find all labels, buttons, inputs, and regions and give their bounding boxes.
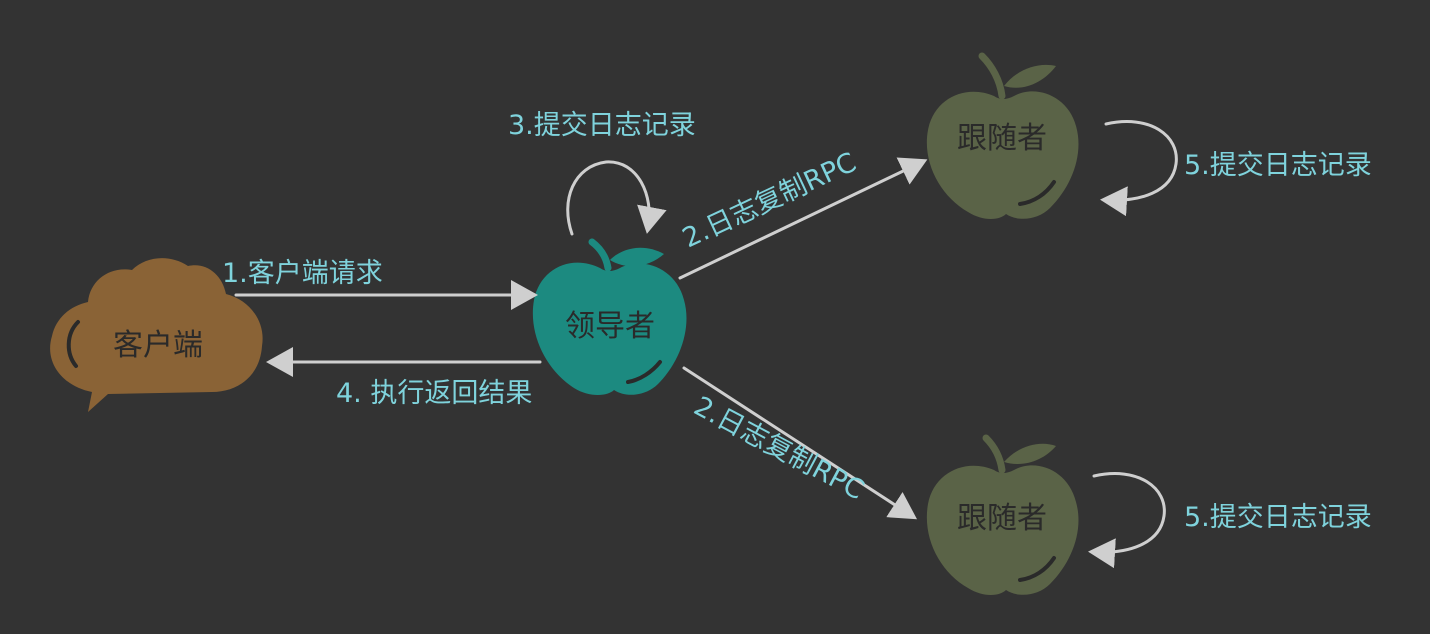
return-result-label: 4. 执行返回结果 xyxy=(336,378,532,409)
client-request-label: 1.客户端请求 xyxy=(222,258,383,289)
follower-top-self-loop-arrow xyxy=(1100,120,1178,217)
replicate-top-label: 2.日志复制RPC xyxy=(678,147,861,254)
leader-node: 领导者 xyxy=(532,238,687,395)
follower-bottom-node: 跟随者 xyxy=(926,434,1079,595)
leader-to-follower-top-arrow xyxy=(678,157,928,280)
replicate-bottom-label: 2.日志复制RPC xyxy=(689,391,869,506)
follower-bottom-commit-label: 5.提交日志记录 xyxy=(1184,502,1372,533)
client-label: 客户端 xyxy=(113,328,203,363)
follower-bottom-label: 跟随者 xyxy=(957,501,1047,536)
client-node: 客户端 xyxy=(50,258,263,412)
leader-label: 领导者 xyxy=(565,309,655,344)
follower-top-commit-label: 5.提交日志记录 xyxy=(1184,150,1372,181)
follower-bottom-self-loop-arrow xyxy=(1088,472,1166,569)
follower-top-label: 跟随者 xyxy=(957,121,1047,156)
leader-to-follower-bottom-arrow xyxy=(682,366,918,520)
follower-top-apple-shape xyxy=(926,91,1079,219)
follower-bottom-apple-shape xyxy=(926,465,1079,595)
leader-self-loop-arrow xyxy=(566,160,667,236)
follower-top-node: 跟随者 xyxy=(926,52,1079,219)
leader-apple-shape xyxy=(532,262,687,395)
client-cloud-shape xyxy=(50,258,263,412)
leader-commit-label: 3.提交日志记录 xyxy=(508,110,696,141)
